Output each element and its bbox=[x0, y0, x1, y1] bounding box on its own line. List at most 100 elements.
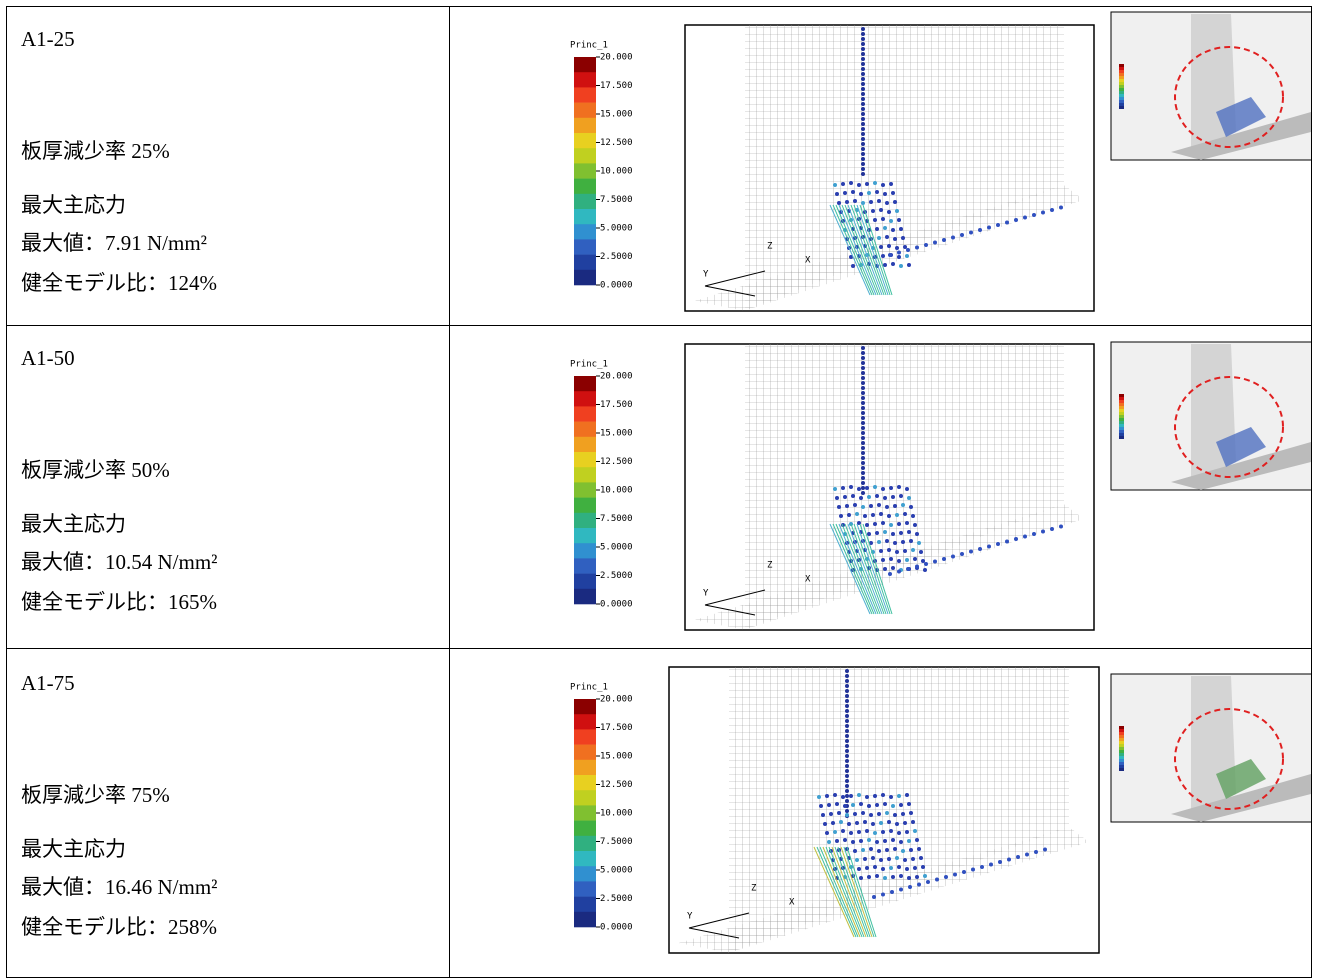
stress-dot bbox=[888, 572, 892, 576]
stress-dot bbox=[851, 840, 855, 844]
legend-tick-label: 10.000 bbox=[600, 809, 633, 819]
stress-dot bbox=[971, 868, 975, 872]
legend-swatch bbox=[574, 163, 596, 179]
stress-dot bbox=[861, 366, 865, 370]
stress-dot bbox=[875, 840, 879, 844]
stress-dot bbox=[883, 567, 887, 571]
legend-swatch bbox=[574, 528, 596, 544]
stress-dot bbox=[1032, 213, 1036, 217]
stress-dot bbox=[873, 522, 877, 526]
stress-dot bbox=[1005, 221, 1009, 225]
stress-dot bbox=[821, 813, 825, 817]
stress-dot bbox=[875, 190, 879, 194]
stress-dot bbox=[877, 812, 881, 816]
stress-dot bbox=[901, 236, 905, 240]
stress-dot bbox=[909, 811, 913, 815]
stress-dot bbox=[861, 32, 865, 36]
stress-dot bbox=[881, 254, 885, 258]
legend-swatch bbox=[574, 255, 596, 271]
stress-dot bbox=[869, 847, 873, 851]
stress-dot bbox=[849, 181, 853, 185]
stress-dot bbox=[897, 255, 901, 259]
stress-dot bbox=[841, 829, 845, 833]
stress-dot bbox=[891, 191, 895, 195]
legend-tick-label: 7.5000 bbox=[600, 514, 633, 524]
stress-dot bbox=[865, 829, 869, 833]
stress-dot bbox=[845, 679, 849, 683]
stress-dot bbox=[885, 505, 889, 509]
cell-text: 最大値：10.54 N/mm² bbox=[21, 546, 217, 576]
stress-dot bbox=[871, 209, 875, 213]
stress-dot bbox=[835, 192, 839, 196]
stress-dot bbox=[869, 200, 873, 204]
legend-swatch bbox=[574, 912, 596, 928]
stress-dot bbox=[861, 361, 865, 365]
stress-dot bbox=[883, 839, 887, 843]
stress-dot bbox=[881, 867, 885, 871]
stress-dot bbox=[895, 246, 899, 250]
stress-dot bbox=[899, 888, 903, 892]
stress-dot bbox=[861, 401, 865, 405]
stress-dot bbox=[861, 57, 865, 61]
stress-dot bbox=[845, 719, 849, 723]
stress-dot bbox=[905, 558, 909, 562]
legend-tick-label: 17.500 bbox=[600, 723, 633, 733]
thumb-legend bbox=[1119, 421, 1124, 424]
legend-swatch bbox=[574, 194, 596, 210]
stress-dot bbox=[921, 559, 925, 563]
stress-dot bbox=[865, 523, 869, 527]
stress-dot bbox=[861, 406, 865, 410]
stress-dot bbox=[996, 542, 1000, 546]
stress-dot bbox=[905, 867, 909, 871]
stress-dot bbox=[861, 346, 865, 350]
legend-swatch bbox=[574, 775, 596, 791]
stress-dot bbox=[853, 503, 857, 507]
stress-dot bbox=[885, 201, 889, 205]
cell-text: 健全モデル比：165% bbox=[21, 586, 217, 616]
stress-dot bbox=[919, 550, 923, 554]
stress-dot bbox=[877, 503, 881, 507]
text-cell: A1-50板厚減少率 50%最大主応力最大値：10.54 N/mm²健全モデル比… bbox=[7, 326, 450, 648]
stress-dot bbox=[879, 549, 883, 553]
legend-title: Princ_1 bbox=[570, 41, 608, 51]
thumb-legend bbox=[1119, 732, 1124, 735]
stress-dot bbox=[987, 545, 991, 549]
stress-dot bbox=[851, 803, 855, 807]
stress-dot bbox=[885, 811, 889, 815]
stress-dot bbox=[893, 504, 897, 508]
stress-dot bbox=[899, 803, 903, 807]
stress-dot bbox=[845, 689, 849, 693]
stress-dot bbox=[861, 127, 865, 131]
stress-dot bbox=[893, 813, 897, 817]
legend-tick-label: 2.5000 bbox=[600, 894, 633, 904]
page: A1-25板厚減少率 25%最大主応力最大値：7.91 N/mm²健全モデル比：… bbox=[0, 0, 1318, 965]
thumb-legend bbox=[1119, 88, 1124, 91]
stress-dot bbox=[917, 883, 921, 887]
stress-dot bbox=[861, 37, 865, 41]
legend-tick-label: 15.000 bbox=[600, 429, 633, 439]
stress-dot bbox=[907, 496, 911, 500]
stress-dot bbox=[891, 566, 895, 570]
stress-dot bbox=[913, 866, 917, 870]
stress-dot bbox=[869, 813, 873, 817]
stress-dot bbox=[845, 739, 849, 743]
stress-dot bbox=[861, 371, 865, 375]
cell-text: A1-75 bbox=[21, 671, 75, 696]
thumb-legend bbox=[1119, 756, 1124, 759]
stress-dot bbox=[861, 147, 865, 151]
thumb-legend bbox=[1119, 433, 1124, 436]
stress-dot bbox=[899, 874, 903, 878]
thumb-legend bbox=[1119, 759, 1124, 762]
thumb-legend bbox=[1119, 436, 1124, 439]
legend-swatch bbox=[574, 866, 596, 882]
stress-dot bbox=[845, 684, 849, 688]
stress-dot bbox=[915, 246, 919, 250]
stress-dot bbox=[845, 699, 849, 703]
stress-dot bbox=[833, 830, 837, 834]
stress-dot bbox=[873, 181, 877, 185]
stress-dot bbox=[879, 245, 883, 249]
stress-dot bbox=[887, 857, 891, 861]
stress-dot bbox=[907, 802, 911, 806]
stress-dot bbox=[859, 192, 863, 196]
stress-dot bbox=[895, 822, 899, 826]
